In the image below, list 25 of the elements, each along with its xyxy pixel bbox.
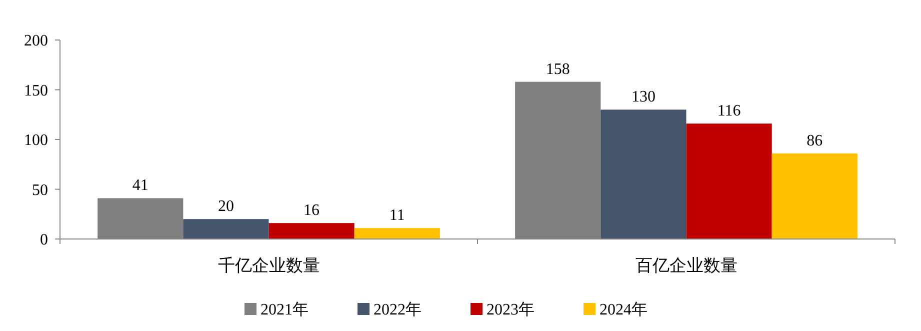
legend-label: 2024年	[600, 302, 648, 319]
data-label: 16	[304, 202, 320, 220]
data-label: 41	[132, 177, 148, 194]
data-label: 158	[546, 60, 570, 78]
x-tick-label: 百亿企业数量	[635, 256, 738, 275]
x-tick-label: 千亿企业数量	[218, 256, 320, 275]
legend-label: 2022年	[374, 302, 422, 319]
legend-label: 2023年	[486, 302, 534, 319]
bar	[686, 124, 772, 239]
y-tick-label: 0	[40, 232, 48, 249]
bar	[183, 219, 269, 239]
y-tick-label: 200	[24, 32, 48, 50]
data-label: 20	[218, 198, 234, 216]
data-label: 116	[717, 102, 741, 120]
y-tick-label: 50	[32, 182, 48, 199]
y-tick-label: 100	[24, 132, 48, 150]
y-tick-label: 150	[24, 82, 48, 100]
legend-label: 2021年	[260, 302, 308, 319]
bar	[772, 153, 858, 239]
bar	[600, 110, 686, 239]
bar	[268, 223, 354, 239]
data-label: 86	[806, 132, 823, 150]
data-label: 11	[389, 207, 405, 224]
bar	[354, 228, 440, 239]
data-label: 130	[631, 88, 656, 106]
